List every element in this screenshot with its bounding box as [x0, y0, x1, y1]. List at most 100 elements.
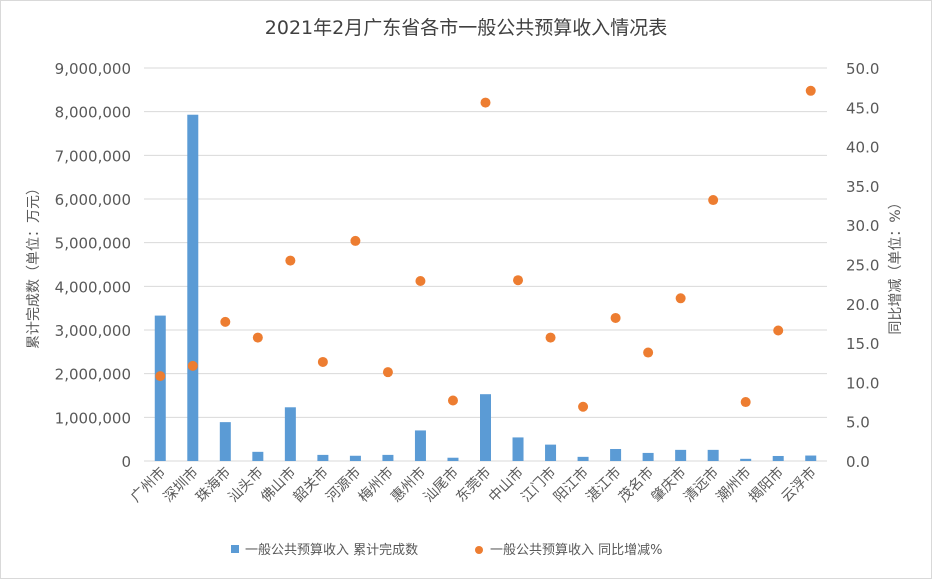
- bar: [805, 455, 817, 461]
- x-category-label: 东莞市: [453, 464, 495, 506]
- y-tick-label: 6,000,000: [55, 191, 131, 209]
- x-category-label: 茂名市: [615, 464, 657, 506]
- x-category-label: 深圳市: [160, 464, 202, 506]
- bar: [447, 457, 459, 461]
- left-axis-title: 累计完成数（单位：万元）: [26, 181, 42, 349]
- right-axis-title: 同比增减（单位：%）: [888, 195, 904, 334]
- data-point: [740, 397, 751, 408]
- data-point: [805, 85, 816, 96]
- bar: [219, 422, 231, 461]
- data-point: [382, 367, 393, 378]
- x-category-label: 江门市: [518, 464, 560, 506]
- x-category-label: 湛江市: [583, 464, 625, 506]
- legend-bar-label: 一般公共预算收入 累计完成数: [245, 542, 418, 558]
- bar: [772, 455, 784, 461]
- y-tick-label: 1,000,000: [55, 409, 131, 427]
- data-point: [545, 332, 556, 343]
- bar: [740, 458, 752, 461]
- data-point: [610, 312, 621, 323]
- bar: [317, 454, 329, 461]
- data-point: [415, 276, 426, 287]
- y-tick-label: 8,000,000: [55, 104, 131, 122]
- data-point: [187, 360, 198, 371]
- right-axis-ticks: 0.0 5.0 10.0 15.0 20.0 25.0 30.0 35.0 40.0 45.0 50…: [846, 60, 879, 471]
- bar: [610, 448, 622, 461]
- x-category-label: 清远市: [680, 464, 722, 506]
- y2-tick-label: 35.0: [846, 178, 879, 196]
- bar: [284, 407, 296, 461]
- data-point: [155, 371, 166, 382]
- x-category-label: 潮州市: [713, 464, 755, 506]
- bar: [512, 437, 524, 461]
- legend-dot-swatch: [475, 546, 483, 554]
- y2-tick-label: 10.0: [846, 374, 879, 392]
- category-axis-labels: 广州市深圳市珠海市汕头市佛山市韶关市河源市梅州市惠州市汕尾市东莞市中山市江门市阳…: [127, 464, 819, 506]
- bar: [252, 451, 264, 461]
- bar: [349, 455, 361, 461]
- data-point: [643, 347, 654, 358]
- x-category-label: 韶关市: [290, 464, 332, 506]
- dot-series: [155, 85, 816, 412]
- y2-tick-label: 50.0: [846, 60, 879, 78]
- data-point: [447, 395, 458, 406]
- legend-bar-swatch: [231, 545, 239, 553]
- bar: [414, 430, 426, 461]
- x-category-label: 佛山市: [257, 464, 299, 506]
- x-category-label: 梅州市: [355, 464, 397, 506]
- y2-tick-label: 0.0: [846, 453, 870, 471]
- y-tick-label: 9,000,000: [55, 60, 131, 78]
- data-point: [285, 255, 296, 266]
- chart-title: 2021年2月广东省各市一般公共预算收入情况表: [265, 17, 667, 39]
- y2-tick-label: 5.0: [846, 414, 870, 432]
- bar: [187, 114, 199, 462]
- x-category-label: 云浮市: [778, 464, 820, 506]
- x-category-label: 肇庆市: [648, 464, 690, 506]
- y-tick-label: 4,000,000: [55, 278, 131, 296]
- x-category-label: 揭阳市: [745, 464, 787, 506]
- legend: 一般公共预算收入 累计完成数 一般公共预算收入 同比增减%: [231, 542, 663, 558]
- y-tick-label: 0: [121, 453, 131, 471]
- data-point: [220, 316, 231, 327]
- y2-tick-label: 45.0: [846, 99, 879, 117]
- x-category-label: 阳江市: [550, 464, 592, 506]
- data-point: [708, 195, 719, 206]
- x-category-label: 广州市: [127, 464, 169, 506]
- data-point: [317, 356, 328, 367]
- bar: [577, 456, 589, 461]
- y-tick-label: 3,000,000: [55, 322, 131, 340]
- x-category-label: 汕头市: [225, 464, 267, 506]
- data-point: [578, 401, 589, 412]
- bar: [154, 315, 166, 461]
- y2-tick-label: 15.0: [846, 335, 879, 353]
- y-tick-label: 7,000,000: [55, 147, 131, 165]
- data-point: [513, 275, 524, 286]
- y2-tick-label: 25.0: [846, 257, 879, 275]
- legend-dot-label: 一般公共预算收入 同比增减%: [490, 542, 663, 558]
- y2-tick-label: 30.0: [846, 217, 879, 235]
- x-category-label: 惠州市: [388, 464, 430, 506]
- left-axis-ticks: 0 1,000,000 2,000,000 3,000,000 4,000,000 5,0…: [55, 60, 131, 471]
- y-tick-label: 2,000,000: [55, 366, 131, 384]
- x-category-label: 珠海市: [192, 464, 234, 506]
- bar: [480, 394, 491, 461]
- y2-tick-label: 20.0: [846, 296, 879, 314]
- bar: [675, 449, 687, 461]
- gridlines: [144, 67, 827, 462]
- x-category-label: 汕尾市: [420, 464, 462, 506]
- bar: [707, 449, 719, 461]
- bar: [545, 444, 557, 461]
- x-category-label: 中山市: [485, 464, 527, 506]
- y2-tick-label: 40.0: [846, 139, 879, 157]
- x-category-label: 河源市: [323, 464, 365, 506]
- data-point: [675, 293, 686, 304]
- data-point: [773, 325, 784, 336]
- data-point: [252, 332, 263, 343]
- y-tick-label: 5,000,000: [55, 235, 131, 253]
- bar: [382, 454, 394, 461]
- data-point: [350, 235, 361, 246]
- bar-series: [154, 114, 817, 462]
- bar: [642, 452, 654, 461]
- data-point: [480, 97, 491, 108]
